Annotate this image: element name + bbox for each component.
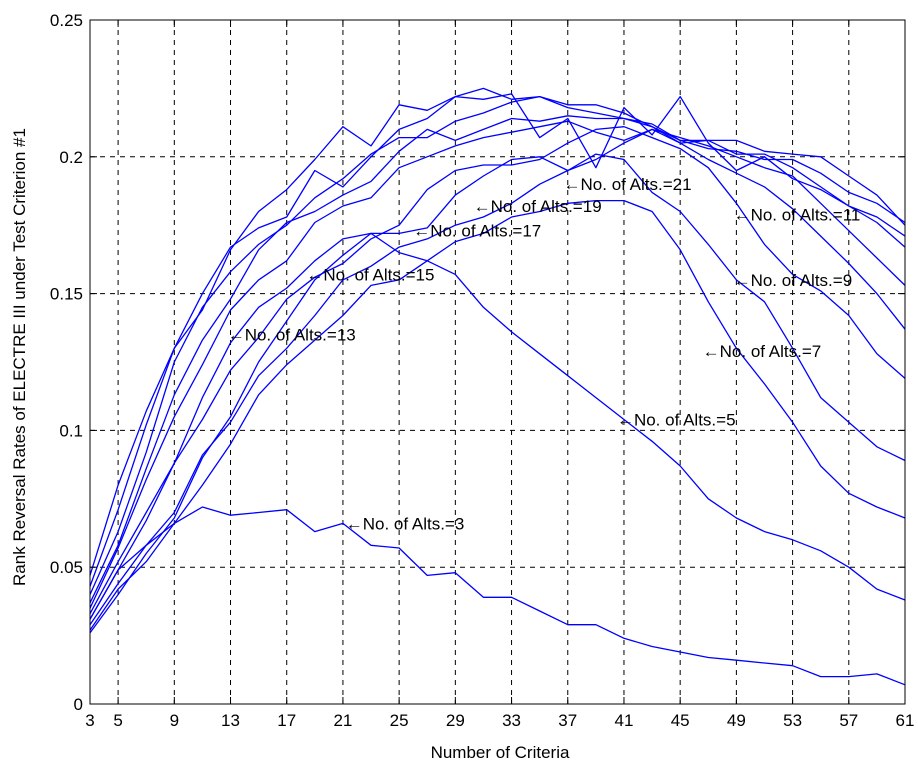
x-tick-label: 5 (113, 711, 122, 730)
x-tick-label: 21 (333, 711, 352, 730)
series-line-2 (89, 232, 906, 634)
series-annotation: ←No. of Alts.=7 (703, 342, 822, 361)
annotation-layer: ←No. of Alts.=3 ←No. of Alts.=5 ←No. of Al… (228, 175, 861, 533)
x-axis-label: Number of Criteria (431, 743, 570, 762)
y-tick-label: 0.25 (50, 11, 83, 30)
series-line-7 (89, 120, 906, 609)
series-annotation: ←No. of Alts.=21 (564, 175, 692, 194)
series-annotation: ←No. of Alts.=17 (413, 222, 541, 241)
series-annotation: ←No. of Alts.=3 (346, 514, 465, 533)
y-tick-label: 0.1 (59, 421, 83, 440)
x-tick-label: 61 (896, 711, 915, 730)
x-tick-label: 33 (502, 711, 521, 730)
series-line-5 (89, 126, 906, 620)
x-tick-label: 3 (85, 711, 94, 730)
x-tick-label: 53 (783, 711, 802, 730)
y-tick-label: 0.15 (50, 285, 83, 304)
tick-layer: 3 5 9 13 17 21 25 29 33 37 41 45 49 53 57 61 0 0.05 0.1 0.1… (50, 11, 915, 730)
plot-frame (89, 19, 906, 705)
y-tick-label: 0.2 (59, 148, 83, 167)
x-tick-label: 41 (615, 711, 634, 730)
series-layer (89, 87, 906, 686)
x-tick-label: 49 (727, 711, 746, 730)
series-annotation: ←No. of Alts.=11 (734, 205, 861, 224)
x-tick-label: 45 (671, 711, 690, 730)
y-tick-label: 0 (74, 695, 83, 714)
grid-layer (90, 20, 905, 704)
series-annotation: ←No. of Alts.=15 (306, 265, 434, 284)
series-line-9 (89, 95, 906, 595)
x-tick-label: 17 (277, 711, 296, 730)
series-annotation: ←No. of Alts.=9 (734, 271, 853, 290)
series-annotation: ←No. of Alts.=19 (474, 197, 602, 216)
x-tick-label: 25 (390, 711, 409, 730)
series-line-8 (89, 115, 906, 604)
x-tick-label: 37 (558, 711, 577, 730)
series-line-11 (89, 87, 906, 576)
series-line-10 (89, 93, 906, 587)
series-annotation: ←No. of Alts.=13 (228, 326, 356, 345)
series-line-1 (89, 506, 906, 686)
x-tick-label: 29 (446, 711, 465, 730)
x-tick-label: 57 (839, 711, 858, 730)
x-tick-label: 9 (170, 711, 179, 730)
series-line-4 (89, 153, 906, 626)
y-tick-label: 0.05 (50, 558, 83, 577)
y-axis-label: Rank Reversal Rates of ELECTRE III under… (10, 128, 29, 586)
x-tick-label: 13 (221, 711, 240, 730)
series-line-3 (89, 199, 906, 631)
series-annotation: ←No. of Alts.=5 (617, 410, 736, 429)
series-line-6 (89, 128, 906, 615)
